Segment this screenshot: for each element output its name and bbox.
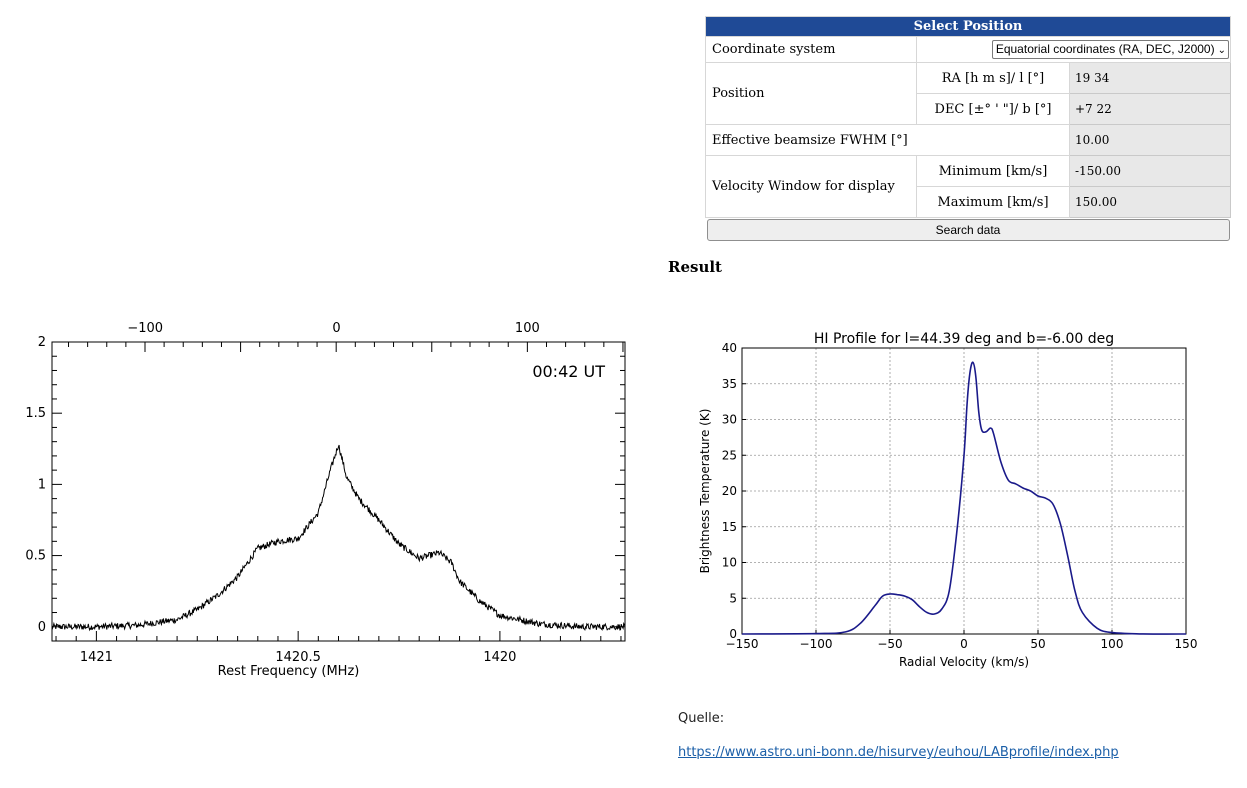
x-tick-label: 50 <box>1030 637 1045 651</box>
x-axis-label: Radial Velocity (km/s) <box>899 655 1029 669</box>
velocity-min-field[interactable] <box>1069 155 1231 187</box>
x-tick-label: −150 <box>726 637 759 651</box>
dec-field[interactable] <box>1069 93 1231 125</box>
top-tick-label: 0 <box>332 321 340 336</box>
y-tick-label: 0.5 <box>25 549 46 564</box>
x-tick-label: 100 <box>1101 637 1124 651</box>
source-link[interactable]: https://www.astro.uni-bonn.de/hisurvey/e… <box>678 745 1119 760</box>
result-heading: Result <box>668 258 722 276</box>
y-tick-label: 1 <box>38 477 46 492</box>
source-label: Quelle: <box>678 711 725 726</box>
y-tick-label: 20 <box>722 484 737 498</box>
form-title: Select Position <box>705 16 1231 37</box>
y-axis-label: Brightness Temperature (K) <box>698 409 712 574</box>
x-tick-label: −50 <box>877 637 902 651</box>
dec-label: DEC [±° ' "]/ b [°] <box>916 93 1070 125</box>
velocity-min-input[interactable] <box>1075 164 1225 178</box>
velocity-max-label: Maximum [km/s] <box>916 186 1070 218</box>
select-position-form: Select Position Coordinate system Equato… <box>705 16 1231 242</box>
search-data-button[interactable]: Search data <box>706 219 1230 241</box>
y-tick-label: 15 <box>722 520 737 534</box>
velocity-min-label: Minimum [km/s] <box>916 155 1070 187</box>
x-tick-label: 150 <box>1175 637 1198 651</box>
spectrum-line <box>51 444 626 632</box>
coordinate-system-label: Coordinate system <box>705 36 917 63</box>
chart-title: HI Profile for l=44.39 deg and b=-6.00 d… <box>814 331 1114 347</box>
y-tick-label: 2 <box>38 335 46 350</box>
x-tick-label: 1420.5 <box>275 650 321 665</box>
ra-field[interactable] <box>1069 62 1231 94</box>
left-spectrum-chart: 1421 1420.5 1420 −100 0 100 0 0.5 1 1.5 2 00:42 UT R… <box>25 321 626 679</box>
coordinate-system-select[interactable]: Equatorial coordinates (RA, DEC, J2000) ⌄ <box>991 40 1229 59</box>
x-axis-label: Rest Frequency (MHz) <box>218 664 360 679</box>
top-tick-label: −100 <box>127 321 163 336</box>
x-tick-label: −100 <box>800 637 833 651</box>
hi-profile-chart: −150 −100 −50 0 50 100 150 0 5 10 15 20 25 30 35 40 HI P… <box>698 331 1198 669</box>
y-tick-label: 0 <box>729 627 737 641</box>
y-tick-label: 10 <box>722 556 737 570</box>
beamsize-input[interactable] <box>1075 133 1225 147</box>
velocity-max-field[interactable] <box>1069 186 1231 218</box>
ra-input[interactable] <box>1075 71 1225 85</box>
ra-label: RA [h m s]/ l [°] <box>916 62 1070 94</box>
y-tick-label: 0 <box>38 620 46 635</box>
y-tick-label: 1.5 <box>25 406 46 421</box>
y-tick-label: 25 <box>722 448 737 462</box>
coordinate-system-value: Equatorial coordinates (RA, DEC, J2000) <box>995 42 1215 56</box>
y-tick-label: 35 <box>722 377 737 391</box>
x-tick-label: 1421 <box>80 650 113 665</box>
y-tick-label: 40 <box>722 341 737 355</box>
top-tick-label: 100 <box>515 321 540 336</box>
x-tick-label: 0 <box>960 637 968 651</box>
velocity-window-label: Velocity Window for display <box>705 155 917 218</box>
chevron-down-icon: ⌄ <box>1217 45 1226 56</box>
x-tick-label: 1420 <box>483 650 516 665</box>
plot-frame <box>51 341 626 642</box>
position-label: Position <box>705 62 917 125</box>
beamsize-label: Effective beamsize FWHM [°] <box>705 124 1070 156</box>
hi-profile-line <box>741 361 1187 635</box>
time-annotation: 00:42 UT <box>532 362 605 381</box>
velocity-max-input[interactable] <box>1075 195 1225 209</box>
dec-input[interactable] <box>1075 102 1225 116</box>
y-tick-label: 5 <box>729 591 737 605</box>
y-tick-label: 30 <box>722 413 737 427</box>
beamsize-field[interactable] <box>1069 124 1231 156</box>
